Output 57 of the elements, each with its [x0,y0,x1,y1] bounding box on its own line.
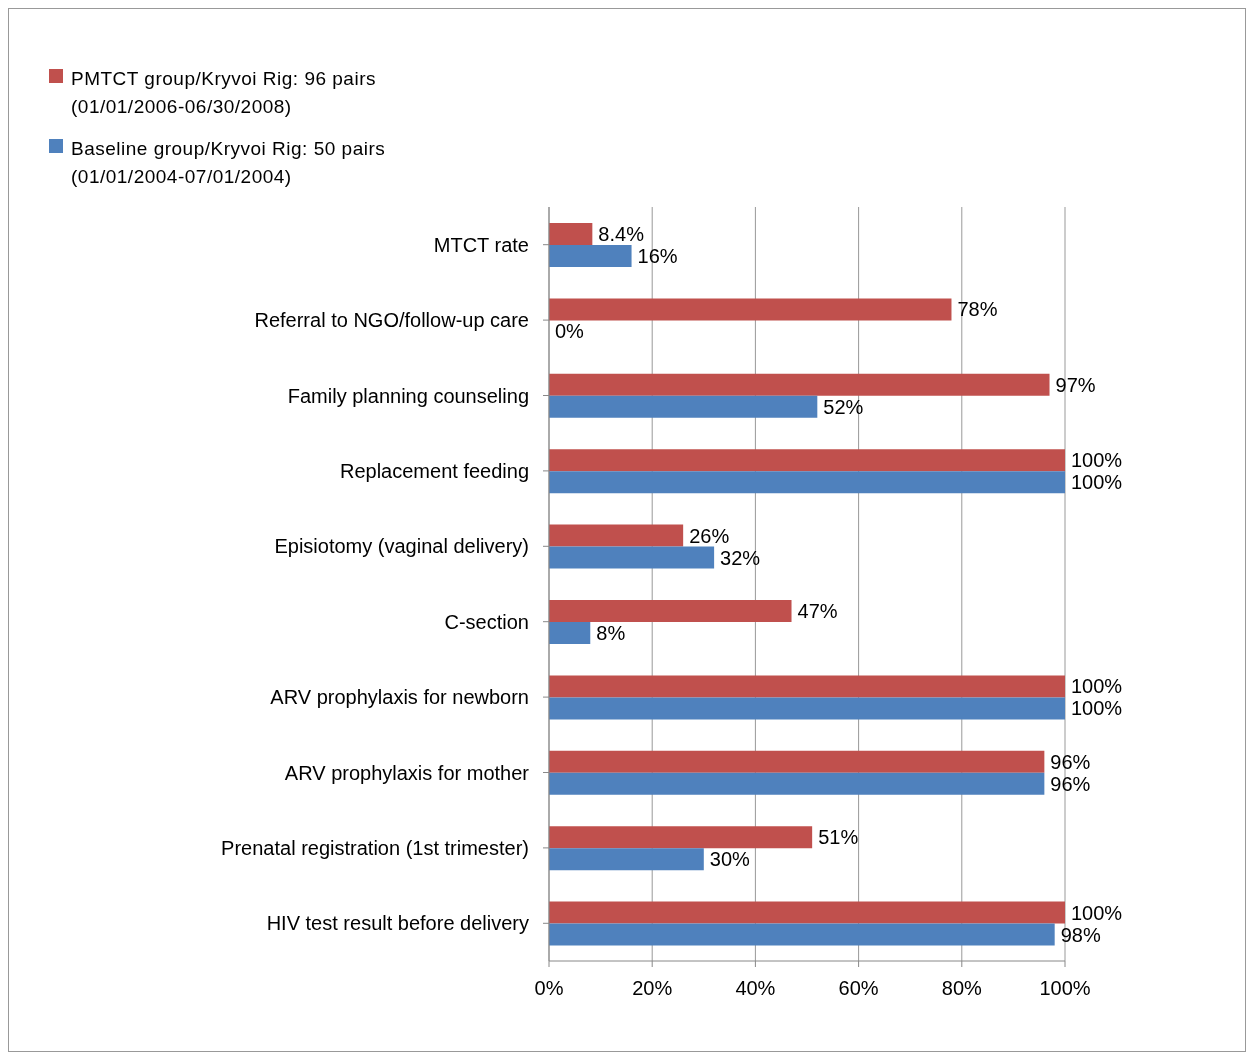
x-tick-label: 40% [735,977,776,1000]
bar [549,245,632,267]
legend-label: Baseline group/Kryvoi Rig: 50 pairs (01/01/2004-07/01/2004) [71,137,387,189]
legend-label: PMTCT group/Kryvoi Rig: 96 pairs (01/01/2006-06/30/2008) [71,67,377,119]
y-tick-label: Referral to NGO/follow-up care [254,309,529,332]
bar [549,546,715,569]
data-label: 100% [1071,675,1123,698]
bar [549,826,813,849]
y-tick-label: Replacement feeding [339,460,529,482]
data-label: 100% [1071,471,1123,494]
data-label: 97% [1055,373,1096,396]
bar [549,395,818,418]
bar [549,298,952,321]
bar [549,923,1055,946]
bar [549,622,591,644]
data-label: 98% [1060,923,1101,946]
x-tick-label: 60% [838,977,879,1000]
y-tick-label: MTCT rate [433,233,529,256]
x-tick-label: 20% [632,977,673,1000]
bar [549,223,593,245]
data-label: 26% [689,524,730,547]
x-tick-label: 0% [534,977,564,1000]
data-label: 47% [797,600,838,622]
y-tick-label: Prenatal registration (1st trimester) [221,837,529,859]
bar [549,449,1065,472]
bar [549,901,1065,924]
data-label: 8% [596,622,626,644]
data-label: 96% [1050,750,1091,773]
data-label: 100% [1071,697,1123,720]
bar [549,600,792,622]
y-tick-label: Family planning counseling [287,384,529,407]
bar [549,750,1045,773]
y-tick-label: HIV test result before delivery [266,912,529,935]
bar [549,848,704,871]
data-label: 100% [1071,901,1123,924]
data-label: 100% [1071,449,1123,472]
data-label: 30% [709,848,751,871]
bar [549,524,684,547]
data-label: 51% [818,826,859,849]
data-label: 32% [720,546,761,569]
x-tick-label: 80% [941,977,983,1000]
y-tick-label: ARV prophylaxis for mother [284,761,530,784]
bar [549,373,1050,396]
data-label: 78% [957,298,998,321]
bar [549,772,1045,795]
data-label: 96% [1050,772,1091,795]
data-label: 52% [823,395,864,418]
x-tick-label: 100% [1039,977,1091,1000]
data-label: 8.4% [598,223,645,245]
bar [549,471,1065,494]
y-tick-label: Episiotomy (vaginal delivery) [274,535,529,558]
data-label: 0% [555,320,585,343]
bar [549,697,1065,720]
bar [549,675,1065,698]
y-tick-label: ARV prophylaxis for newborn [270,686,529,709]
y-tick-label: C-section [444,610,529,633]
data-label: 16% [637,245,678,267]
